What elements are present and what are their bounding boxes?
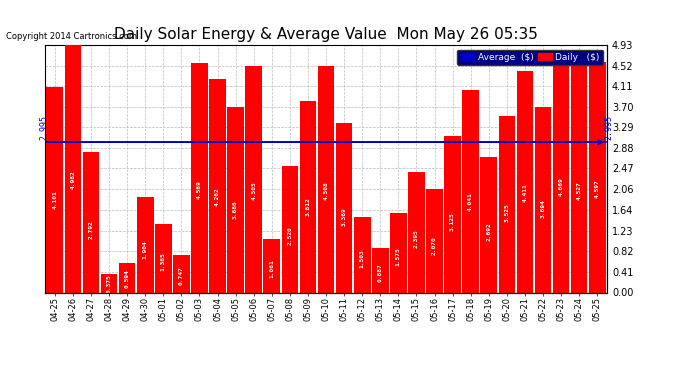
Bar [553,58,569,292]
Bar [408,172,425,292]
Bar [119,262,135,292]
Text: 0.887: 0.887 [377,263,383,282]
Bar [480,158,497,292]
Bar [155,224,172,292]
Bar [101,274,117,292]
Bar [137,197,153,292]
Text: 4.508: 4.508 [324,181,328,200]
Bar [65,42,81,292]
Bar [462,90,479,292]
Text: 4.411: 4.411 [522,183,527,202]
Bar [299,101,316,292]
Bar [317,66,335,292]
Bar [535,107,551,292]
Bar [372,248,388,292]
Bar [173,255,190,292]
Bar [571,65,587,292]
Text: 0.375: 0.375 [106,274,112,293]
Legend: Average  ($), Daily   ($): Average ($), Daily ($) [457,50,602,65]
Text: 3.812: 3.812 [306,197,310,216]
Text: 1.365: 1.365 [161,252,166,271]
Text: 3.686: 3.686 [233,200,238,219]
Text: 4.101: 4.101 [52,190,57,209]
Bar [589,62,606,292]
Text: 2.070: 2.070 [432,236,437,255]
Bar [444,136,461,292]
Text: 1.575: 1.575 [396,248,401,266]
Text: 4.597: 4.597 [595,179,600,198]
Bar [191,63,208,292]
Bar [227,108,244,292]
Bar [209,78,226,292]
Bar [336,123,353,292]
Text: 4.569: 4.569 [197,180,202,199]
Text: 2.520: 2.520 [287,226,293,245]
Text: Copyright 2014 Cartronics.com: Copyright 2014 Cartronics.com [6,32,137,41]
Text: 2.395: 2.395 [414,229,419,248]
Text: 2.995: 2.995 [39,115,48,140]
Text: 1.503: 1.503 [359,249,365,268]
Text: 3.125: 3.125 [450,213,455,231]
Text: 4.505: 4.505 [251,182,256,200]
Bar [46,87,63,292]
Bar [517,71,533,292]
Text: 4.669: 4.669 [559,178,564,197]
Bar [390,213,406,292]
Text: 3.694: 3.694 [540,200,546,218]
Bar [282,166,298,292]
Text: 2.995: 2.995 [604,115,613,140]
Title: Daily Solar Energy & Average Value  Mon May 26 05:35: Daily Solar Energy & Average Value Mon M… [114,27,538,42]
Text: 3.525: 3.525 [504,204,509,222]
Text: 2.692: 2.692 [486,222,491,241]
Bar [499,116,515,292]
Bar [426,189,443,292]
Text: 4.041: 4.041 [469,192,473,211]
Text: 1.061: 1.061 [269,259,275,278]
Text: 4.982: 4.982 [70,171,75,189]
Text: 4.527: 4.527 [577,181,582,200]
Text: 4.262: 4.262 [215,187,220,206]
Text: 0.594: 0.594 [125,270,130,288]
Text: 3.369: 3.369 [342,207,346,226]
Text: 2.792: 2.792 [88,220,93,239]
Text: 0.747: 0.747 [179,266,184,285]
Bar [246,66,262,292]
Bar [354,217,371,292]
Bar [264,239,280,292]
Bar [83,152,99,292]
Text: 1.904: 1.904 [143,240,148,259]
